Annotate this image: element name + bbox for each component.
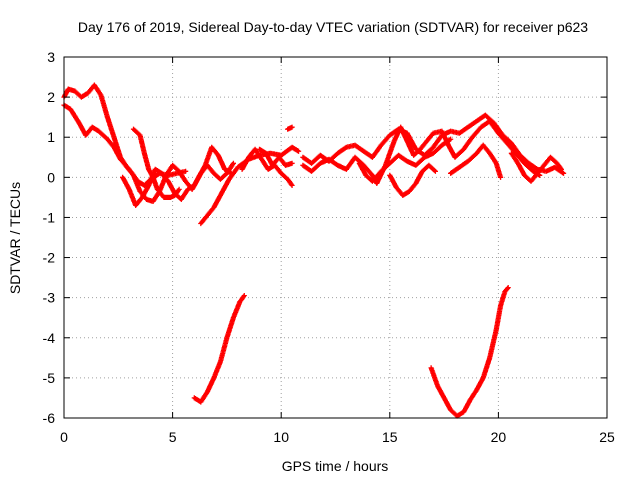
y-tick-label: -4 — [43, 330, 56, 346]
data-point-markers — [285, 124, 295, 132]
x-tick-label: 0 — [60, 429, 68, 445]
x-tick-label: 10 — [273, 429, 289, 445]
data-point-markers — [130, 126, 182, 200]
data-points — [61, 82, 567, 419]
series-arc-14 — [508, 150, 564, 184]
x-tick-label: 15 — [382, 429, 398, 445]
series-arc-13 — [448, 142, 504, 180]
data-point-markers — [387, 162, 439, 198]
y-tick-label: 0 — [47, 169, 55, 185]
series-arc-10 — [300, 118, 543, 186]
data-point-markers — [256, 146, 295, 168]
plot-frame — [63, 56, 608, 419]
y-tick-label: 3 — [47, 49, 55, 65]
x-tick-label: 20 — [491, 429, 507, 445]
y-tick-label: -5 — [43, 370, 56, 386]
x-tick-label: 5 — [169, 429, 177, 445]
y-tick-label: 2 — [47, 89, 55, 105]
y-axis-label: SDTVAR / TECUs — [7, 182, 23, 294]
data-point-markers — [191, 293, 247, 405]
y-tick-label: -3 — [43, 290, 56, 306]
data-point-markers — [61, 102, 189, 188]
series-arc-11 — [356, 136, 454, 184]
series-arc-4 — [130, 126, 182, 200]
series-arc-1 — [61, 102, 189, 188]
data-point-markers — [508, 150, 564, 184]
y-tick-label: -6 — [43, 410, 56, 426]
data-point-markers — [356, 136, 454, 184]
x-tick-label: 25 — [599, 429, 615, 445]
y-tick-label: -1 — [43, 209, 56, 225]
chart-title: Day 176 of 2019, Sidereal Day-to-day VTE… — [78, 19, 588, 35]
series-arc-16 — [428, 285, 511, 419]
grid-lines — [64, 57, 607, 418]
x-axis: 0 5 10 15 20 25 — [60, 57, 615, 445]
series-arc-7 — [256, 146, 295, 168]
data-point-markers — [428, 285, 511, 419]
data-point-markers — [300, 118, 543, 186]
y-tick-label: 1 — [47, 129, 55, 145]
series-arc-15 — [191, 293, 247, 405]
series-arc-8 — [285, 124, 295, 132]
series-arc-12 — [387, 162, 439, 198]
y-tick-label: -2 — [43, 250, 56, 266]
x-axis-label: GPS time / hours — [282, 458, 389, 474]
y-axis: -6 -5 -4 -3 -2 -1 0 1 2 3 — [43, 49, 607, 426]
data-point-markers — [448, 142, 504, 180]
